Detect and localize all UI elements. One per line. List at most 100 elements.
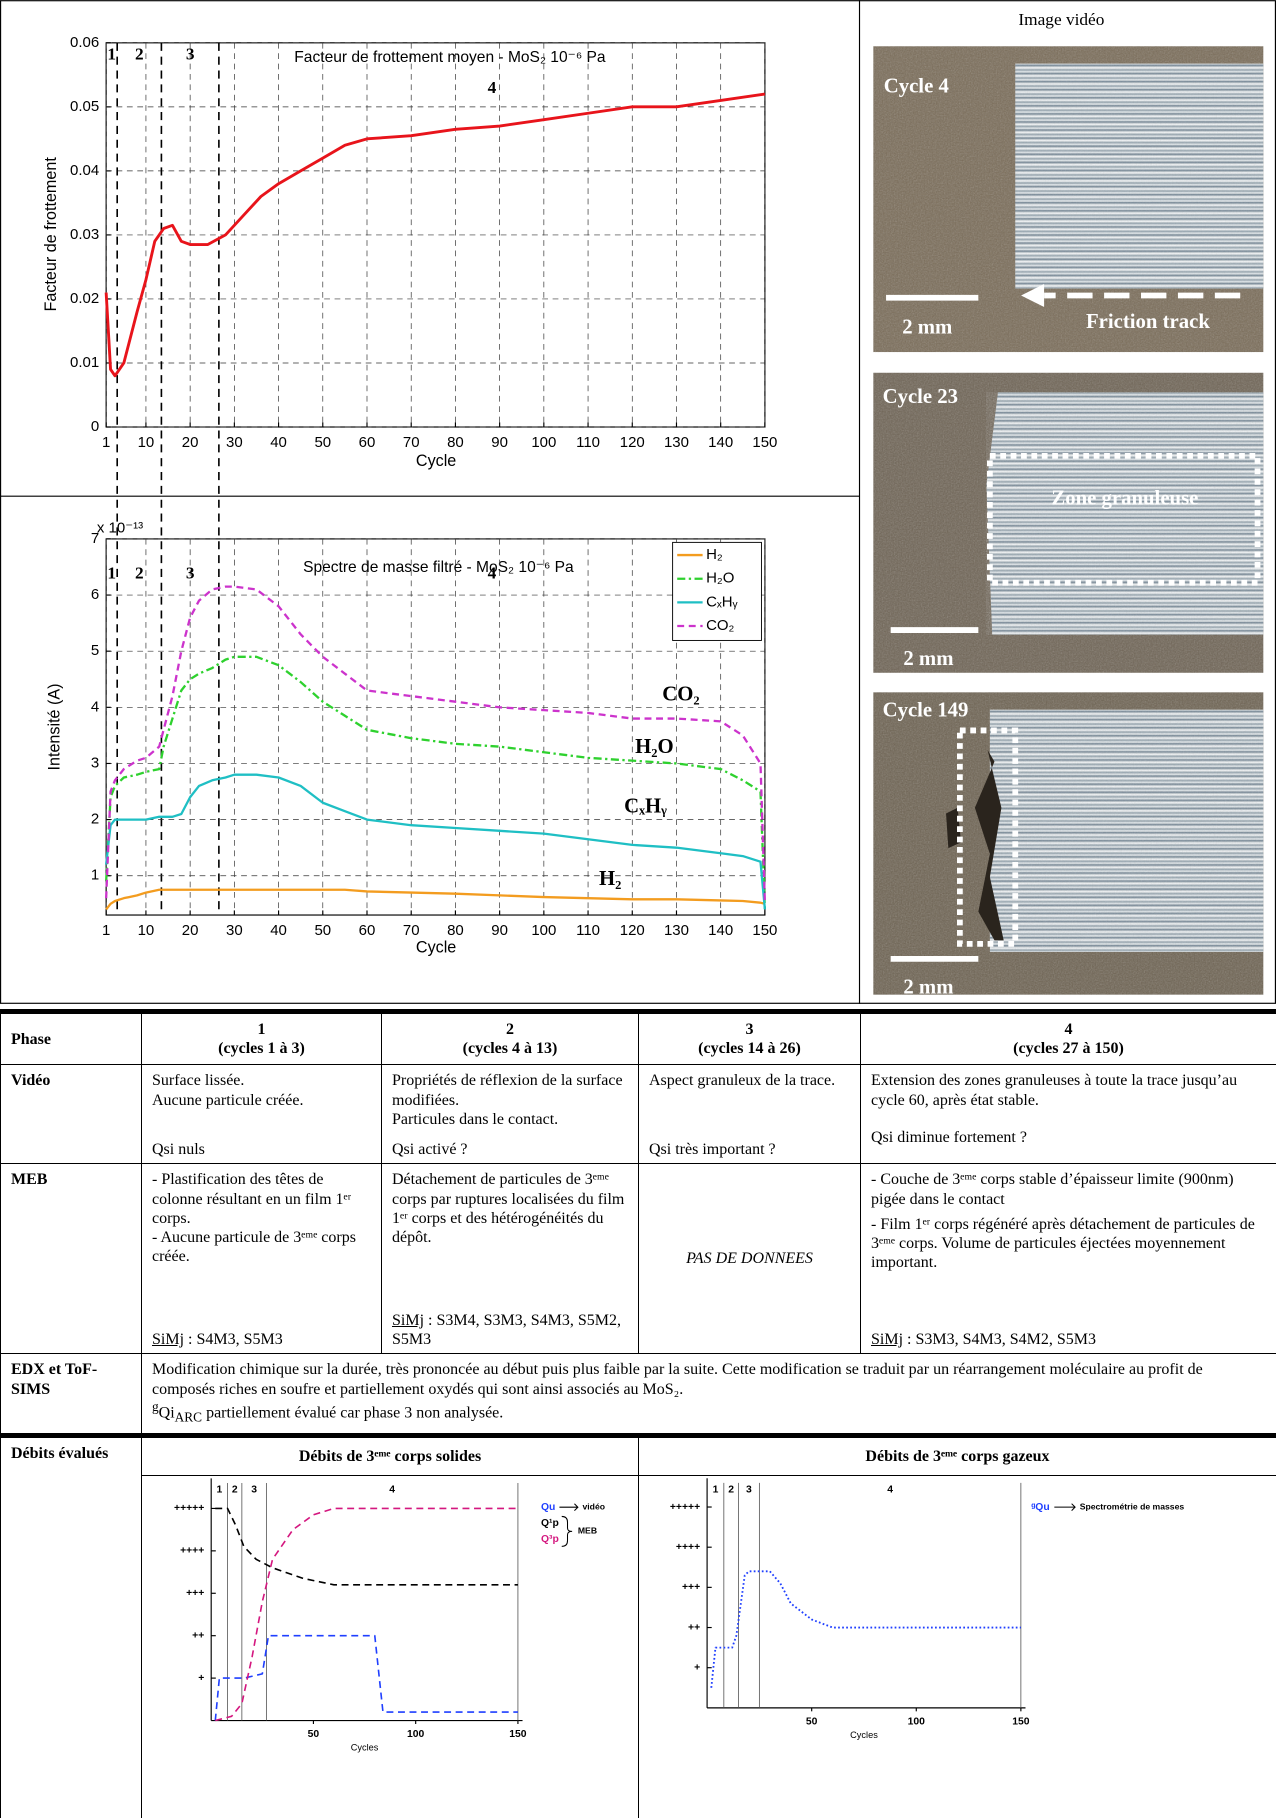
scale-label: 2 mm: [902, 317, 952, 339]
phase-number: 2: [506, 1021, 514, 1038]
legend-label: H₂O: [706, 570, 734, 587]
x-tick-label: 140: [708, 434, 733, 451]
y-tick-label: ++++: [180, 1546, 204, 1557]
x-tick-label: 150: [1012, 1717, 1030, 1728]
x-tick-label: 110: [576, 922, 600, 939]
cell-text: - Couche de 3ᵉᵐᵉ corps stable d’épaisseu…: [871, 1171, 1234, 1208]
legend-label: Q³p: [541, 1535, 559, 1546]
simj: SiMj : S3M4, S3M3, S4M3, S5M2, S5M3: [392, 1311, 630, 1349]
y-tick-label: 1: [91, 867, 99, 884]
y-tick-label: 0: [91, 418, 99, 435]
x-tick-label: 50: [806, 1717, 818, 1728]
y-tick-label: 7: [91, 530, 99, 547]
legend-annotation: MEB: [578, 1526, 597, 1536]
series-label: CO₂: [662, 684, 699, 706]
legend-label: Q¹p: [541, 1517, 559, 1529]
phase-number: 4: [1064, 1021, 1073, 1038]
phase-label: 1: [216, 1485, 222, 1496]
x-tick-label: 70: [403, 434, 420, 451]
qsi: Qsi nuls: [152, 1141, 205, 1159]
y-tick-label: +++: [682, 1582, 700, 1593]
y-tick-label: ++: [688, 1623, 700, 1634]
phase-row: Phase 1 (cycles 1 à 3) 2 (cycles 4 à 13) 3…: [0, 1008, 1276, 1066]
phase-range: (cycles 14 à 26): [698, 1040, 801, 1058]
cell-text: PAS DE DONNEES: [686, 1250, 813, 1268]
x-tick-label: 30: [226, 434, 243, 451]
cell: Surface lissée. Aucune particule créée. Qs…: [141, 1064, 382, 1165]
note-sub: ARC: [174, 1409, 203, 1425]
note-text: partiellement évalué car phase 3 non ana…: [202, 1404, 504, 1422]
data-line: [105, 888, 766, 911]
scale-label: 2 mm: [903, 648, 953, 670]
y-tick-label: ++++: [676, 1542, 700, 1553]
y-axis-label: Facteur de frottement: [42, 157, 60, 312]
legend-arrow: [1054, 1503, 1076, 1512]
y-tick-label: 2: [91, 811, 99, 828]
data-line: [214, 1635, 518, 1721]
phase-number: 3: [745, 1021, 754, 1038]
qsi: Qsi très important ?: [649, 1141, 776, 1159]
phase-range: (cycles 1 à 3): [218, 1040, 305, 1058]
phase-cell: 4 (cycles 27 à 150): [860, 1008, 1276, 1066]
chart-title: Facteur de frottement moyen - MoS₂ 10⁻⁶ …: [294, 49, 606, 66]
y-tick-label: 0.02: [70, 290, 99, 307]
x-axis-label: Cycles: [850, 1730, 878, 1740]
cell: Modification chimique sur la durée, très…: [141, 1353, 1276, 1437]
phase-label: 4: [389, 1485, 395, 1496]
x-tick-label: 1: [102, 922, 110, 939]
axis-multiplier: x 10⁻¹³: [97, 519, 143, 536]
cell-text: Modification chimique sur la durée, très…: [152, 1361, 1203, 1398]
simj-list: : S3M4, S3M3, S4M3, S5M2, S5M3: [392, 1312, 621, 1349]
x-tick-label: 90: [491, 434, 508, 451]
y-tick-label: +++++: [670, 1502, 700, 1513]
cell-text: Particules dans le contact.: [392, 1110, 559, 1128]
figure-panel: Facteur de frottement moyen - MoS₂ 10⁻⁶ …: [0, 0, 1276, 1004]
x-tick-label: 150: [752, 434, 777, 451]
x-tick-label: 20: [182, 922, 199, 939]
phase-range: (cycles 27 à 150): [1013, 1040, 1124, 1058]
legend-annotation: Spectrométrie de masses: [1080, 1502, 1185, 1512]
legend-label: H₂: [706, 546, 723, 563]
phase-range: (cycles 4 à 13): [462, 1040, 558, 1058]
x-tick-label: 10: [138, 922, 155, 939]
cell: Aspect granuleux de la trace. Qsi très im…: [638, 1064, 861, 1165]
legend-brace: [561, 1516, 573, 1548]
phase-label: 1: [713, 1485, 719, 1496]
scale-label: 2 mm: [903, 977, 953, 999]
cell-text: Propriétés de réflexion de la surface mo…: [392, 1072, 623, 1109]
phase-label: 2: [135, 44, 144, 63]
phase-cell: 1 (cycles 1 à 3): [141, 1008, 382, 1066]
debits-row: Débits évalués Débits de 3ᵉᵐᵉ corps soli…: [0, 1433, 1276, 1818]
x-tick-label: 80: [447, 922, 464, 939]
phase-cell: 3 (cycles 14 à 26): [638, 1008, 861, 1066]
cell: Débits de 3ᵉᵐᵉ corps solides + ++ +++ ++++ +…: [141, 1433, 639, 1818]
simj-label: SiMj: [392, 1312, 425, 1329]
legend-annotation: vidéo: [582, 1502, 605, 1512]
cell-text: - Film 1ᵉʳ corps régénéré après détachem…: [871, 1215, 1255, 1272]
data-line: [104, 585, 767, 904]
cell: PAS DE DONNEES: [638, 1163, 861, 1355]
y-tick-label: 6: [91, 586, 99, 603]
row-label: EDX et ToF-SIMS: [0, 1353, 142, 1437]
x-tick-label: 100: [908, 1717, 926, 1728]
phase-label: 2: [232, 1485, 238, 1496]
x-tick-label: 90: [491, 922, 508, 939]
cell: Extension des zones granuleuses à toute …: [860, 1064, 1276, 1165]
legend-box: [672, 541, 762, 641]
x-tick-label: 50: [314, 434, 331, 451]
phase-label: 3: [186, 44, 195, 63]
data-line: [215, 1508, 518, 1722]
data-line: [104, 773, 767, 910]
x-tick-label: 70: [403, 922, 420, 939]
row-label: Débits évalués: [0, 1433, 142, 1818]
x-axis-label: Cycle: [416, 452, 456, 470]
y-tick-label: ++: [192, 1631, 204, 1642]
phase-cell: 2 (cycles 4 à 13): [381, 1008, 639, 1066]
video-title: Image vidéo: [1018, 10, 1104, 29]
cell-text: - Plastification des têtes de colonne ré…: [152, 1171, 352, 1227]
simj-label: SiMj: [871, 1331, 904, 1349]
y-tick-label: +++++: [174, 1504, 204, 1515]
cell: - Plastification des têtes de colonne ré…: [141, 1163, 382, 1355]
frame-note: Zone granuleuse: [1051, 487, 1198, 509]
